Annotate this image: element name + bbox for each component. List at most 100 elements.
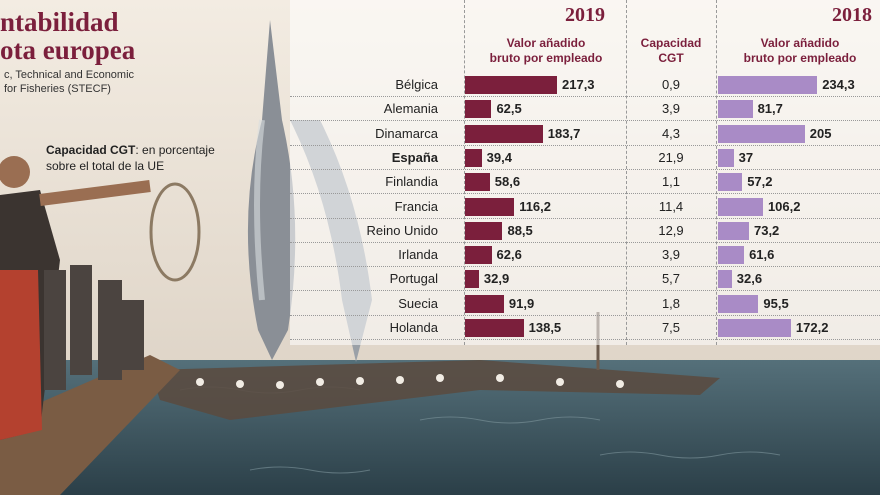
bar-2018 <box>718 246 745 265</box>
table-row: Francia 116,2 11,4 106,2 <box>290 195 880 219</box>
value-label-2019: 116,2 <box>519 198 552 214</box>
value-label-2018: 73,2 <box>753 222 780 238</box>
source-line-1: c, Technical and Economic <box>4 69 135 81</box>
table-row: Alemania 62,5 3,9 81,7 <box>290 97 880 122</box>
value-label-2019: 138,5 <box>528 320 562 335</box>
row-separator <box>290 120 880 122</box>
capacity-note-term: Capacidad CGT <box>46 143 136 157</box>
capacity-value: 5,7 <box>661 271 681 287</box>
value-label-2018: 205 <box>809 125 832 141</box>
row-separator <box>290 193 880 195</box>
row-separator <box>290 266 880 268</box>
capacity-value: 3,9 <box>661 101 681 117</box>
header-value-2018-l1: Valor añadido <box>760 36 840 50</box>
bar-2018 <box>718 221 749 240</box>
capacity-note: Capacidad CGT: en porcentaje sobre el to… <box>46 142 215 174</box>
row-separator <box>290 339 880 340</box>
capacity-note-line-2: sobre el total de la UE <box>46 159 165 173</box>
bar-2018 <box>718 76 818 94</box>
value-label-2019: 217,3 <box>562 77 595 92</box>
bar-2019 <box>465 246 492 265</box>
value-label-2019: 91,9 <box>508 295 535 311</box>
row-separator <box>290 290 880 292</box>
value-label-2018: 106,2 <box>767 198 801 214</box>
table-row: Portugal 32,9 5,7 32,6 <box>290 267 880 292</box>
header-value-2019-l2: bruto por empleado <box>489 51 603 65</box>
country-label: Irlanda <box>398 247 438 263</box>
year-2018-label: 2018 <box>832 4 872 26</box>
chart-title: ntabilidad ota europea <box>0 8 135 64</box>
bar-2018 <box>718 124 805 143</box>
value-label-2018: 81,7 <box>757 101 783 117</box>
capacity-note-rest: : en porcentaje <box>135 143 215 157</box>
capacity-value: 4,3 <box>661 125 681 141</box>
row-separator <box>290 241 880 243</box>
bar-2019 <box>465 270 479 289</box>
value-label-2019: 62,5 <box>496 101 522 117</box>
bar-2018 <box>718 173 743 192</box>
country-label: Alemania <box>383 101 438 117</box>
value-label-2019: 32,9 <box>483 271 510 287</box>
value-label-2018: 61,6 <box>749 247 775 263</box>
bar-2019 <box>465 76 557 94</box>
country-label: Dinamarca <box>375 125 438 141</box>
country-label: Bélgica <box>395 77 438 92</box>
capacity-value: 0,9 <box>661 77 681 92</box>
value-label-2018: 32,6 <box>736 271 763 287</box>
value-label-2018: 95,5 <box>763 295 789 311</box>
bar-2019 <box>465 173 490 192</box>
bar-2018 <box>718 319 791 337</box>
title-line-2: ota europea <box>0 35 136 65</box>
divider-2019 <box>464 0 465 345</box>
value-label-2019: 62,6 <box>496 247 522 263</box>
bar-2018 <box>718 100 753 119</box>
divider-2018 <box>716 0 717 345</box>
source-note: c, Technical and Economic for Fisheries … <box>4 68 134 96</box>
value-label-2018: 57,2 <box>747 174 773 190</box>
capacity-value: 1,8 <box>661 295 681 311</box>
header-value-2018-l2: bruto por empleado <box>743 51 857 65</box>
bar-2019 <box>465 197 515 216</box>
row-separator <box>290 217 880 219</box>
table-panel <box>290 0 880 345</box>
table-row: Finlandia 58,6 1,1 57,2 <box>290 170 880 195</box>
table-row: Holanda 138,5 7,5 172,2 <box>290 316 880 340</box>
country-label: España <box>391 149 438 165</box>
row-separator <box>290 168 880 170</box>
bar-2019 <box>465 124 543 143</box>
value-label-2019: 183,7 <box>547 125 581 141</box>
source-line-2: for Fisheries (STECF) <box>4 83 111 95</box>
country-label: Portugal <box>389 271 438 287</box>
table-row: Irlanda 62,6 3,9 61,6 <box>290 243 880 268</box>
row-separator <box>290 144 880 146</box>
year-2019-label: 2019 <box>565 4 605 26</box>
bar-2018 <box>718 197 763 216</box>
capacity-value: 1,1 <box>661 174 681 190</box>
header-value-2019-l1: Valor añadido <box>506 36 586 50</box>
header-capacity: Capacidad CGT <box>630 36 712 66</box>
table-row: Bélgica 217,3 0,9 234,3 <box>290 73 880 97</box>
bar-2019 <box>465 148 482 167</box>
divider-capacity <box>626 0 627 345</box>
table-row: Reino Unido 88,5 12,9 73,2 <box>290 219 880 243</box>
header-capacity-l1: Capacidad <box>640 36 702 50</box>
capacity-value: 12,9 <box>658 222 684 238</box>
capacity-value: 21,9 <box>658 149 684 165</box>
country-label: Suecia <box>398 295 438 311</box>
row-separator <box>290 314 880 316</box>
value-label-2018: 37 <box>738 149 754 165</box>
table-row: España 39,4 21,9 37 <box>290 146 880 170</box>
country-label: Francia <box>394 198 438 214</box>
table-row: Suecia 91,9 1,8 95,5 <box>290 292 880 316</box>
row-separator <box>290 96 880 97</box>
title-line-1: ntabilidad <box>0 7 119 37</box>
bar-2019 <box>465 221 503 240</box>
bar-2018 <box>718 294 759 313</box>
value-label-2018: 234,3 <box>822 77 855 92</box>
bar-2019 <box>465 319 524 337</box>
country-label: Reino Unido <box>366 222 438 238</box>
bar-2018 <box>718 270 732 289</box>
value-label-2019: 39,4 <box>486 149 512 165</box>
header-value-2019: Valor añadido bruto por empleado <box>468 36 624 66</box>
table-row: Dinamarca 183,7 4,3 205 <box>290 122 880 146</box>
